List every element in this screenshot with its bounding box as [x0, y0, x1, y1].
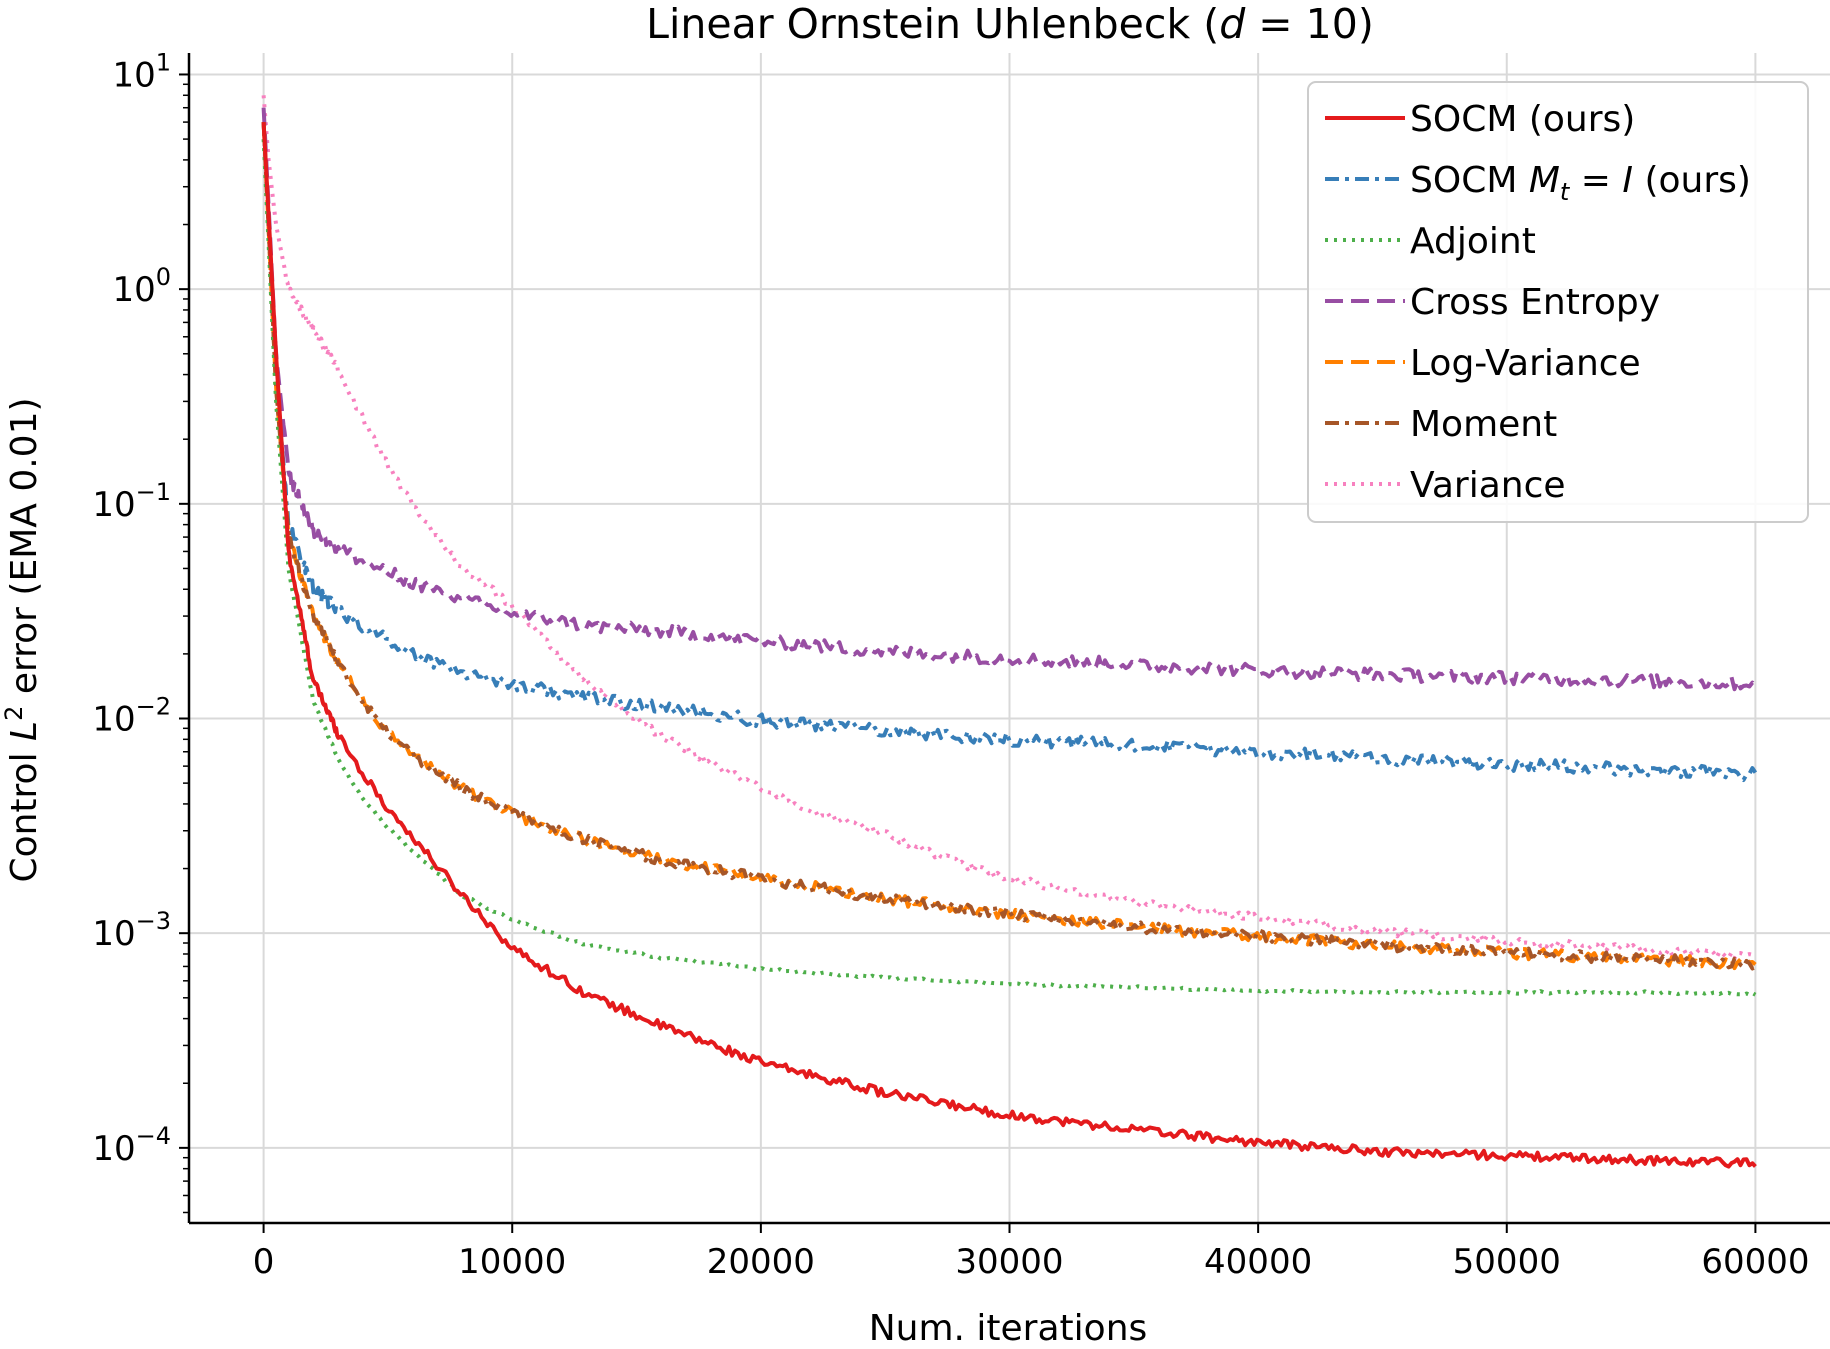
- y-tick-label: 10−4: [92, 1122, 171, 1169]
- legend-label: Log-Variance: [1410, 343, 1641, 384]
- x-axis-label: Num. iterations: [869, 1308, 1148, 1349]
- series-layer: [261, 95, 1758, 1169]
- legend-label: Adjoint: [1410, 221, 1536, 262]
- y-ticks: 10−4 10−3 10−2 10−1 100 101: [92, 48, 189, 1214]
- y-tick-label: 10−3: [92, 907, 171, 954]
- y-axis-label: Control L2 error (EMA 0.01): [0, 397, 45, 882]
- x-tick-label: 0: [253, 1242, 275, 1282]
- series-line-socm-ours: [261, 121, 1757, 1169]
- x-tick-label: 60000: [1701, 1242, 1809, 1282]
- x-ticks: 0 10000 20000 30000 40000 50000 60000: [253, 1223, 1809, 1282]
- legend-frame: [1307, 81, 1809, 523]
- y-tick-label: 10−2: [92, 693, 171, 740]
- series-line-socm-m-t-i-ours: [261, 122, 1758, 782]
- y-tick-label: 100: [112, 263, 171, 310]
- y-tick-label: 101: [112, 48, 171, 95]
- series-line-log-variance: [261, 122, 1757, 971]
- x-tick-label: 20000: [707, 1242, 815, 1282]
- legend-label: SOCM (ours): [1410, 99, 1635, 140]
- chart-title: Linear Ornstein Uhlenbeck (d = 10): [646, 0, 1374, 48]
- series-line-variance: [261, 95, 1756, 961]
- y-tick-label: 10−1: [92, 478, 171, 525]
- legend: SOCM (ours) SOCM Mt = I (ours) Adjoint Cros…: [1307, 81, 1809, 523]
- x-tick-label: 30000: [955, 1242, 1063, 1282]
- series-line-adjoint: [261, 139, 1757, 997]
- x-tick-label: 50000: [1453, 1242, 1561, 1282]
- legend-label: Cross Entropy: [1410, 282, 1660, 323]
- x-tick-label: 10000: [458, 1242, 566, 1282]
- legend-label: Variance: [1410, 465, 1566, 506]
- legend-label: SOCM Mt = I (ours): [1410, 160, 1751, 206]
- x-tick-label: 40000: [1204, 1242, 1312, 1282]
- legend-label: Moment: [1410, 404, 1557, 445]
- series-line-cross-entropy: [261, 107, 1758, 692]
- series-line-moment: [261, 122, 1757, 971]
- legend-items: SOCM (ours) SOCM Mt = I (ours) Adjoint Cros…: [1325, 99, 1751, 506]
